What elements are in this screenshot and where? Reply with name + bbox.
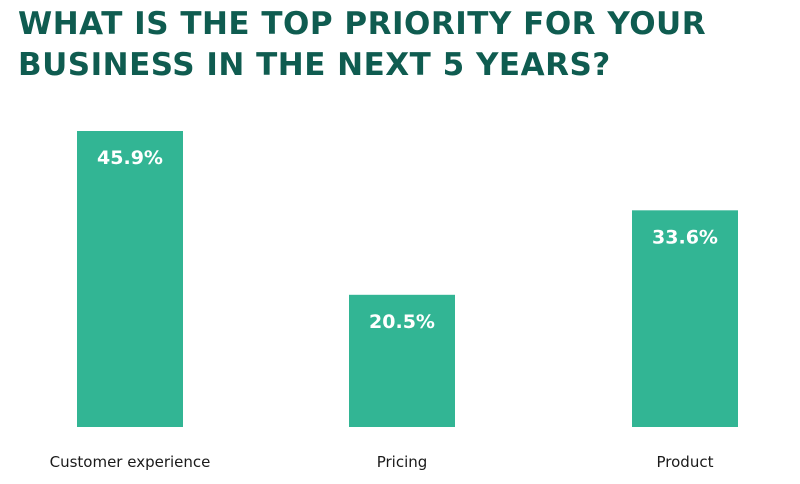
chart-title-line-2: business in the next 5 years? [18,47,611,83]
bar-value-label-3: 33.6% [652,226,718,248]
bar-2 [349,294,455,427]
bar-1 [77,131,183,427]
category-label-1: Customer experience [50,453,211,471]
bar-3 [632,210,738,427]
bar-value-label-2: 20.5% [369,311,435,333]
bars-layer: 45.9% Customer experience 20.5% Pricing 33.6… [50,131,738,471]
bar-value-label-1: 45.9% [97,147,163,169]
category-label-3: Product [657,453,714,471]
category-label-2: Pricing [377,453,428,471]
chart-title: What is the top priority for your busine… [18,4,778,86]
chart-title-line-1: What is the top priority for your [18,6,707,42]
